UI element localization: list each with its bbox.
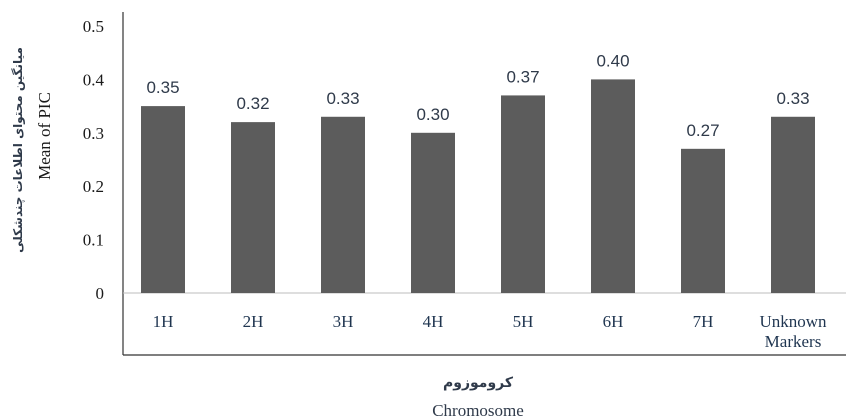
x-axis-label-persian: کروموزوم <box>443 375 514 391</box>
data-label: 0.35 <box>146 78 179 97</box>
bar <box>501 95 545 293</box>
bar <box>681 148 725 293</box>
bar <box>231 122 275 294</box>
bar <box>141 106 185 293</box>
data-label: 0.33 <box>326 89 359 108</box>
category-label: 2H <box>243 312 264 331</box>
y-tick-labels: 0 0.1 0.2 0.3 0.4 0.5 <box>83 17 105 303</box>
category-label: 4H <box>423 312 444 331</box>
data-label: 0.40 <box>596 51 629 70</box>
bar <box>411 132 455 293</box>
y-tick-label: 0.3 <box>83 124 104 143</box>
y-axis-label: Mean of PIC <box>35 92 54 180</box>
y-tick-label: 0.1 <box>83 231 104 250</box>
data-labels: 0.35 0.32 0.33 0.30 0.37 0.40 0.27 0.33 <box>146 51 809 139</box>
bar <box>591 79 635 294</box>
y-tick-label: 0.2 <box>83 177 104 196</box>
y-tick-label: 0 <box>96 284 105 303</box>
data-label: 0.30 <box>416 105 449 124</box>
category-label: 5H <box>513 312 534 331</box>
category-label: 1H <box>153 312 174 331</box>
y-axis-label-persian: میانگین محتوای اطلاعات چندشکلی <box>11 47 26 253</box>
category-label: Unknown <box>759 312 827 331</box>
category-label: 6H <box>603 312 624 331</box>
data-label: 0.27 <box>686 121 719 140</box>
bars <box>141 79 815 294</box>
data-label: 0.32 <box>236 94 269 113</box>
bar <box>771 116 815 293</box>
data-label: 0.37 <box>506 67 539 86</box>
data-label: 0.33 <box>776 89 809 108</box>
y-tick-label: 0.4 <box>83 70 105 89</box>
x-axis-label: Chromosome <box>432 401 524 420</box>
y-tick-label: 0.5 <box>83 17 104 36</box>
category-label: Markers <box>765 332 822 351</box>
category-label: 3H <box>333 312 354 331</box>
bar <box>321 116 365 293</box>
category-label: 7H <box>693 312 714 331</box>
